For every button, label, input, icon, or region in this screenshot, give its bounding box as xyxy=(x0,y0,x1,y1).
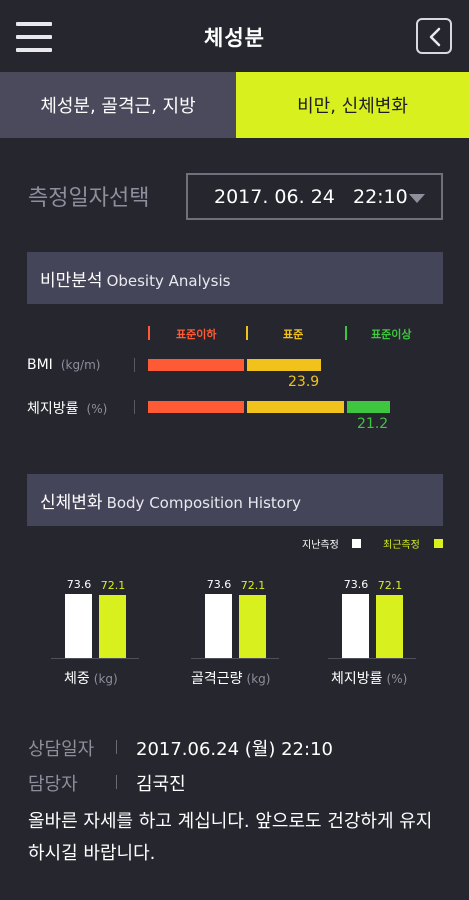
legend-previous-swatch xyxy=(352,539,361,548)
consult-date-value: 2017.06.24 (월) 22:10 xyxy=(136,739,333,760)
history-bar-value-label: 72.1 xyxy=(100,579,126,592)
history-bar-value-label: 72.1 xyxy=(377,579,403,592)
history-category-label: 체지방률 (%) xyxy=(331,668,407,688)
date-dropdown-value: 2017. 06. 24 22:10 xyxy=(214,186,408,208)
history-bar-recent xyxy=(239,595,266,658)
legend-recent-swatch xyxy=(434,539,443,548)
chevron-left-icon xyxy=(429,27,441,47)
obesity-analysis-header: 비만분석 Obesity Analysis xyxy=(27,252,443,304)
chart-baseline xyxy=(328,658,416,659)
tab-bar: 체성분, 골격근, 지방 비만, 신체변화 xyxy=(0,72,469,138)
bodyfat-bar-normal-segment xyxy=(247,401,344,413)
history-title-ko: 신체변화 xyxy=(40,493,103,513)
row-divider xyxy=(134,400,135,414)
scale-label-normal: 표준 xyxy=(283,328,304,341)
history-bar-value-label: 73.6 xyxy=(206,578,232,591)
history-category-unit: (kg) xyxy=(246,672,271,686)
bmi-label: BMI xyxy=(27,357,53,373)
consult-date-label: 상담일자 xyxy=(28,739,95,760)
body-history-header: 신체변화 Body Composition History xyxy=(27,474,443,526)
history-bar-value-label: 72.1 xyxy=(240,579,266,592)
history-category-name: 골격근량 xyxy=(191,671,243,687)
bodyfat-value: 21.2 xyxy=(357,416,389,432)
date-dropdown[interactable]: 2017. 06. 24 22:10 xyxy=(186,173,443,220)
history-category-name: 체중 xyxy=(64,671,90,687)
bodyfat-label: 체지방률 xyxy=(27,401,79,417)
row-divider xyxy=(134,358,135,372)
obesity-title-ko: 비만분석 xyxy=(40,271,103,291)
history-bar-previous xyxy=(65,594,92,658)
scale-divider xyxy=(345,326,347,340)
legend-recent-label: 최근측정 xyxy=(383,540,420,551)
history-bar-recent xyxy=(99,595,126,658)
bodyfat-unit: (%) xyxy=(86,402,108,416)
staff-value: 김국진 xyxy=(136,774,186,795)
history-bar-previous xyxy=(205,594,232,658)
bmi-unit: (kg/m) xyxy=(60,358,101,372)
date-select-label: 측정일자선택 xyxy=(28,186,150,211)
app-header: 체성분 xyxy=(0,0,469,72)
history-title: 신체변화 Body Composition History xyxy=(40,488,301,513)
consult-comment: 올바른 자세를 하고 계십니다. 앞으로도 건강하게 유지하시길 바랍니다. xyxy=(28,811,433,864)
tab-body-composition[interactable]: 체성분, 골격근, 지방 xyxy=(0,72,236,138)
bmi-bar-normal-segment xyxy=(247,359,321,371)
history-category-label: 골격근량 (kg) xyxy=(191,668,270,688)
bodyfat-row-label: 체지방률 (%) xyxy=(27,398,107,418)
scale-divider xyxy=(148,326,150,340)
tab-obesity-change[interactable]: 비만, 신체변화 xyxy=(236,72,469,138)
scale-label-above: 표준이상 xyxy=(371,328,412,341)
history-bar-value-label: 73.6 xyxy=(66,578,92,591)
info-divider xyxy=(116,775,117,789)
history-bar-recent xyxy=(376,595,403,658)
scale-divider xyxy=(246,326,248,340)
back-button[interactable] xyxy=(416,18,452,54)
obesity-title-en: Obesity Analysis xyxy=(106,272,231,290)
history-bar-value-label: 73.6 xyxy=(343,578,369,591)
history-category-unit: (%) xyxy=(386,672,408,686)
bodyfat-bar-above-segment xyxy=(347,401,390,413)
chart-baseline xyxy=(191,658,279,659)
history-category-name: 체지방률 xyxy=(331,671,383,687)
info-divider xyxy=(116,740,117,754)
chart-baseline xyxy=(51,658,139,659)
history-title-en: Body Composition History xyxy=(106,494,302,512)
history-category-unit: (kg) xyxy=(93,672,118,686)
bmi-bar-below-segment xyxy=(148,359,244,371)
scale-label-below: 표준이하 xyxy=(176,328,217,341)
bmi-value: 23.9 xyxy=(288,374,320,390)
staff-label: 담당자 xyxy=(28,774,78,795)
history-bar-previous xyxy=(342,594,369,658)
legend-previous-label: 지난측정 xyxy=(302,540,339,551)
hamburger-menu-icon[interactable] xyxy=(16,22,52,52)
bodyfat-bar-below-segment xyxy=(148,401,244,413)
bmi-row-label: BMI (kg/m) xyxy=(27,357,100,373)
page-title: 체성분 xyxy=(204,26,265,50)
history-category-label: 체중 (kg) xyxy=(64,668,118,688)
caret-down-icon xyxy=(409,194,425,203)
obesity-title: 비만분석 Obesity Analysis xyxy=(40,266,230,291)
